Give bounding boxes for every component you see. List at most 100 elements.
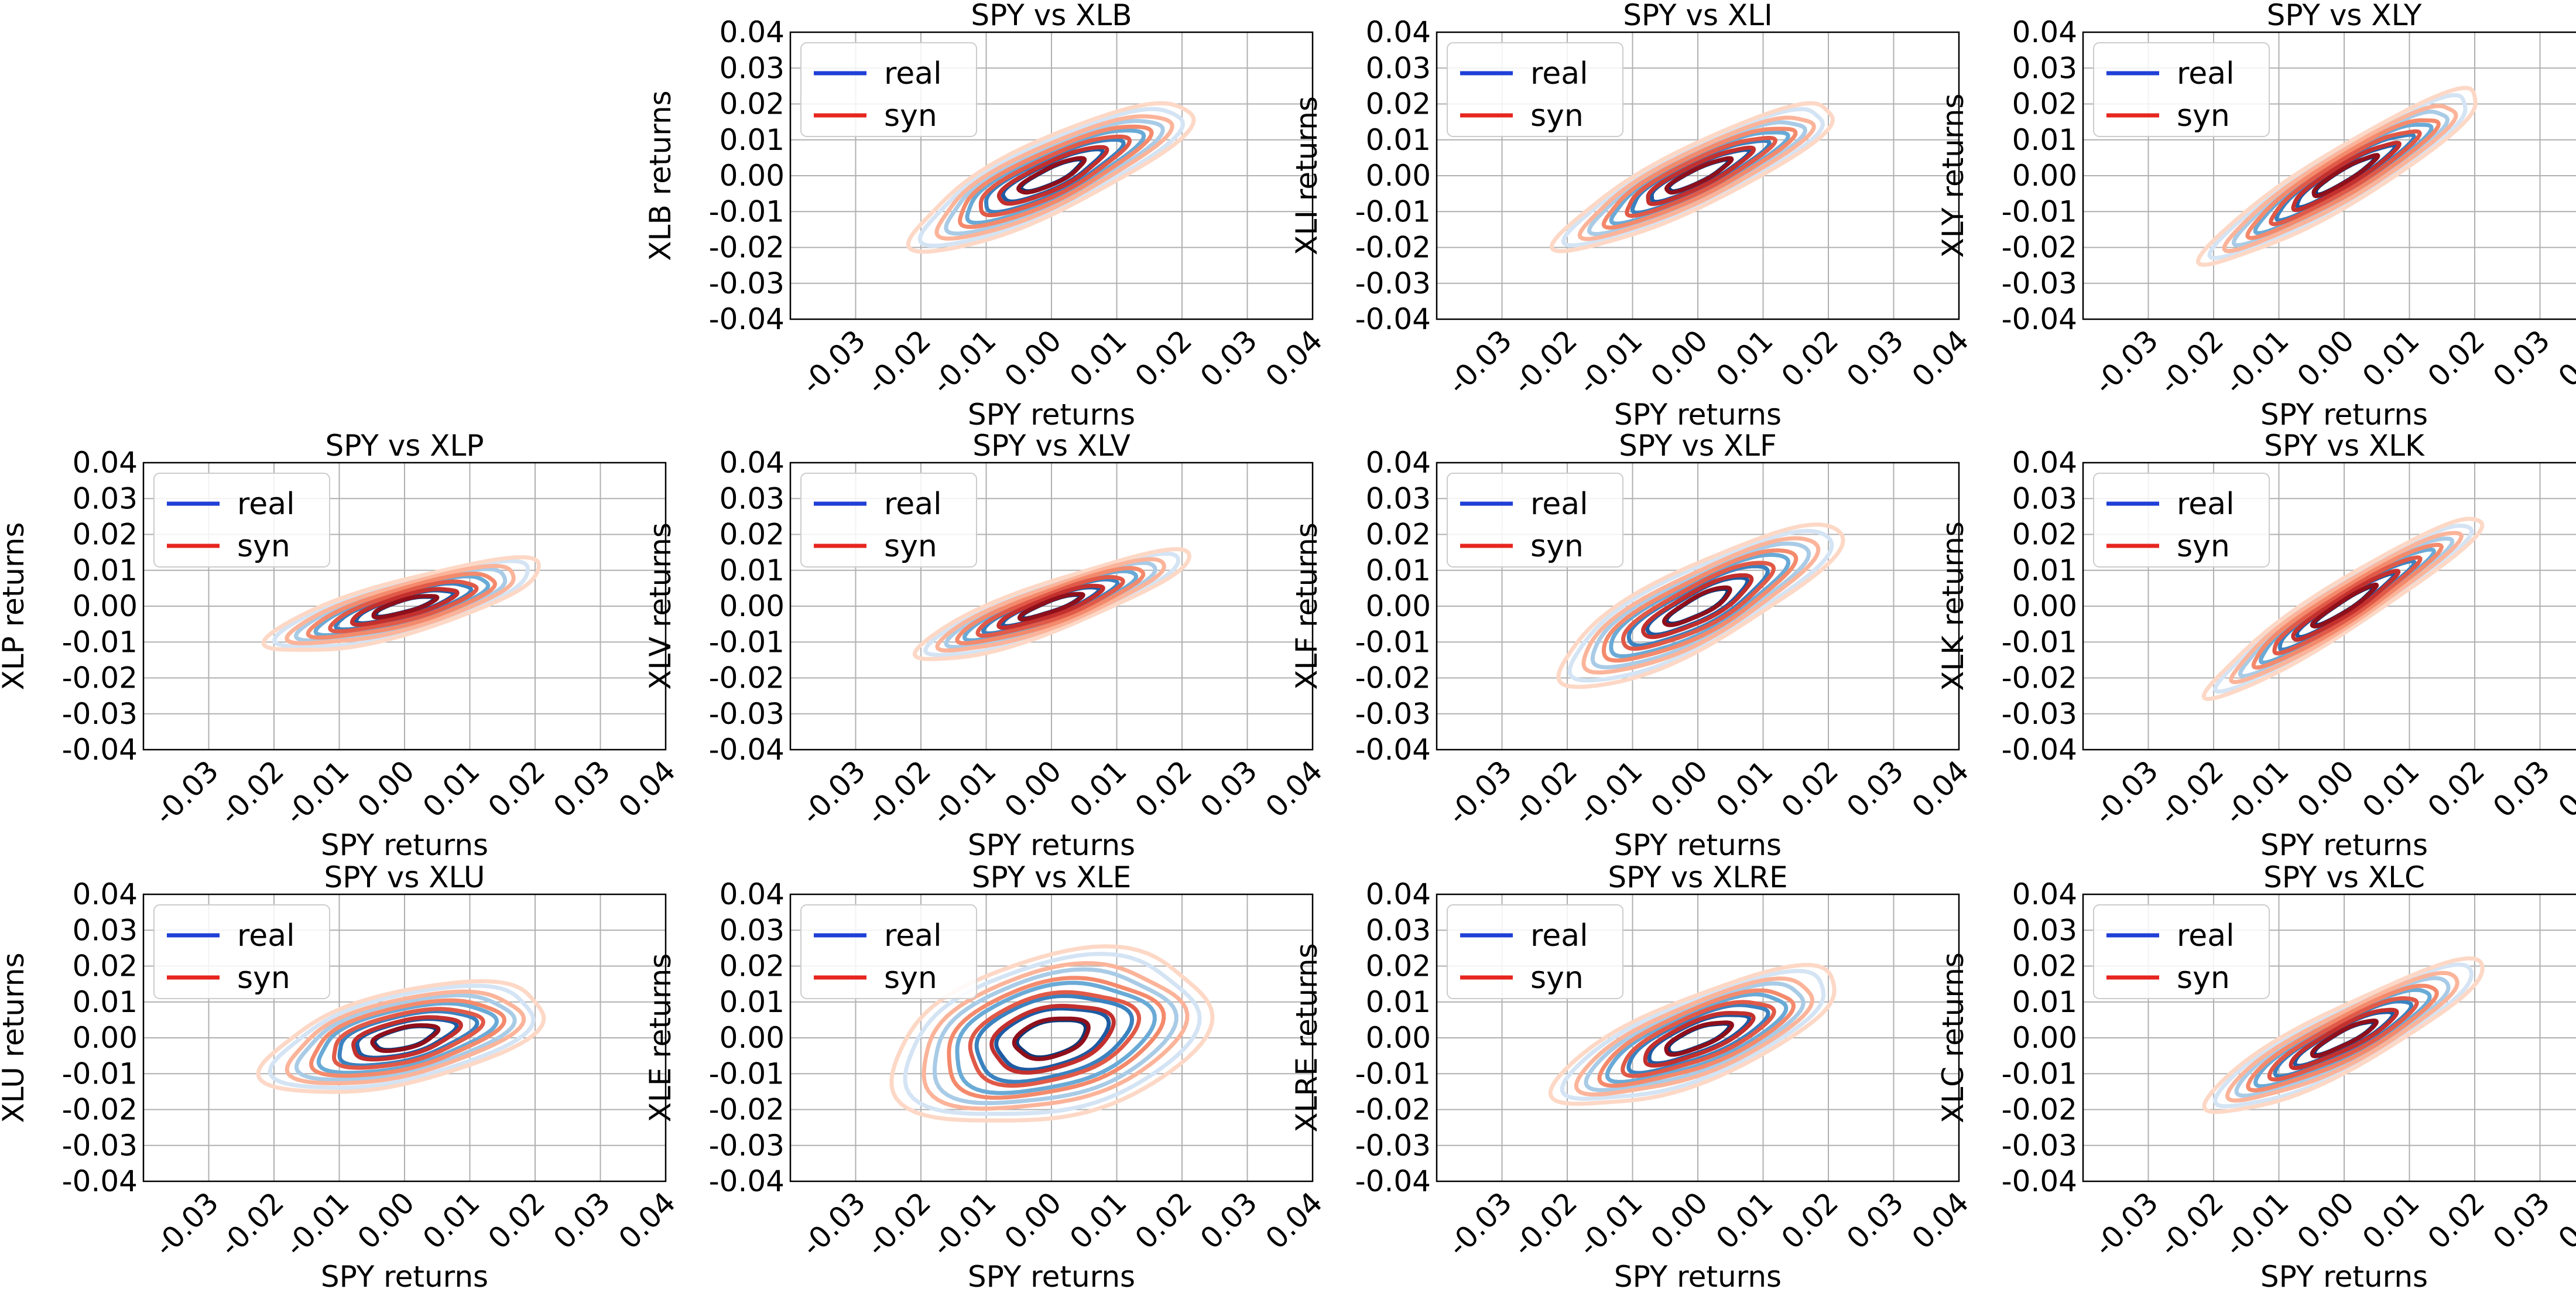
x-tick-label: 0.00 [2291, 323, 2361, 394]
syn-contour [989, 1003, 1116, 1075]
syn-contour [2311, 153, 2380, 199]
x-tick-label: -0.01 [278, 754, 355, 831]
x-tick-label: 0.04 [2552, 323, 2576, 394]
legend-box [1447, 904, 1623, 999]
x-tick-label: 0.02 [1129, 323, 1199, 394]
y-tick-label: -0.01 [2002, 625, 2077, 659]
y-tick-label: 0.01 [1366, 123, 1431, 157]
y-tick-label: 0.01 [73, 985, 138, 1019]
x-tick-label: 0.01 [416, 1185, 487, 1256]
x-tick-label: -0.02 [860, 323, 937, 401]
y-tick-label: -0.03 [1355, 697, 1431, 731]
panel-title: SPY vs XLI [1623, 0, 1773, 32]
syn-contour [370, 1023, 441, 1053]
y-tick-label: -0.01 [1355, 1057, 1431, 1091]
y-tick-label: -0.01 [1355, 194, 1431, 228]
x-tick-label: -0.03 [794, 1185, 872, 1263]
syn-contour [2267, 996, 2419, 1082]
legend-box [800, 42, 977, 137]
syn-contour [889, 944, 1215, 1123]
real-contour [917, 107, 1185, 248]
x-tick-label: -0.03 [148, 754, 225, 831]
y-tick-label: 0.04 [720, 446, 785, 480]
plot-frame [1436, 462, 1960, 751]
syn-contour [1646, 145, 1756, 206]
y-tick-label: 0.04 [2012, 877, 2077, 911]
legend: real syn [1447, 473, 1623, 568]
plot-frame [1436, 893, 1960, 1182]
y-tick-label: -0.02 [62, 661, 138, 695]
real-contour [294, 993, 517, 1082]
y-tick-label: 0.01 [720, 985, 785, 1019]
y-tick-label: 0.03 [2012, 913, 2077, 947]
x-tick-label: -0.01 [2218, 323, 2295, 401]
x-tick-label: 0.02 [2421, 1185, 2492, 1256]
syn-contour [2310, 1018, 2379, 1059]
y-tick-label: -0.04 [2002, 302, 2077, 336]
y-tick-label: 0.03 [2012, 51, 2077, 85]
panel-spy-vs-xlc: 0.040.030.020.010.00-0.01-0.02-0.03-0.04… [1936, 860, 2576, 1292]
contour-group [906, 101, 1196, 254]
x-tick-label: -0.01 [925, 1185, 1002, 1263]
syn-contour [1621, 560, 1776, 651]
y-tick-label: -0.01 [62, 625, 138, 659]
y-tick-label: 0.02 [2012, 518, 2077, 552]
x-tick-label: -0.01 [278, 1185, 355, 1263]
syn-contour [2291, 141, 2402, 213]
y-tick-label: -0.03 [709, 1129, 785, 1163]
y-tick-label: 0.00 [1366, 589, 1431, 623]
x-tick-label: 0.03 [2486, 1185, 2557, 1256]
syn-contour [1016, 156, 1087, 195]
contour-group [261, 555, 541, 652]
real-contour [1567, 528, 1834, 683]
y-tick-label: -0.02 [1355, 231, 1431, 265]
syn-contour [2272, 555, 2423, 656]
panel-title: SPY vs XLRE [1608, 860, 1787, 894]
syn-contour [309, 998, 507, 1078]
x-tick-label: 0.03 [547, 1185, 617, 1256]
x-axis-label: SPY returns [1614, 398, 1782, 432]
x-tick-label: -0.03 [1441, 1185, 1518, 1263]
panel-spy-vs-xlre: 0.040.030.020.010.00-0.01-0.02-0.03-0.04… [1290, 860, 1975, 1292]
syn-contour [2225, 970, 2459, 1103]
x-tick-label: -0.02 [2153, 1185, 2230, 1263]
syn-contour [1574, 976, 1814, 1097]
y-tick-label: -0.04 [62, 1164, 138, 1198]
y-tick-label: 0.01 [1366, 985, 1431, 1019]
legend-box [2093, 904, 2270, 999]
syn-contour [906, 101, 1196, 254]
y-tick-label: -0.04 [62, 733, 138, 767]
legend: real syn [153, 473, 330, 568]
x-tick-label: 0.02 [1775, 323, 1845, 394]
y-tick-label: -0.01 [62, 1057, 138, 1091]
x-tick-label: 0.04 [612, 754, 683, 824]
real-contour [1584, 981, 1806, 1092]
panel-title: SPY vs XLE [972, 860, 1131, 894]
x-axis-label: SPY returns [2260, 828, 2428, 862]
y-tick-label: -0.02 [62, 1093, 138, 1127]
x-tick-label: 0.03 [2486, 754, 2557, 824]
y-axis-label: XLV returns [643, 522, 677, 690]
x-axis-label: SPY returns [1614, 1260, 1782, 1292]
x-tick-label: 0.02 [2421, 754, 2492, 824]
plot-frame [789, 462, 1314, 751]
syn-contour [2289, 1007, 2399, 1071]
x-tick-label: -0.03 [2087, 754, 2164, 831]
y-tick-label: 0.03 [2012, 481, 2077, 515]
contour-group [1556, 522, 1845, 689]
x-tick-label: 0.03 [1840, 754, 1910, 824]
syn-contour [975, 575, 1125, 638]
real-contour [2207, 93, 2468, 261]
x-axis-label: SPY returns [968, 1260, 1135, 1292]
panel-title: SPY vs XLV [972, 429, 1131, 463]
plot-frame [2082, 893, 2576, 1182]
y-tick-label: 0.03 [1366, 51, 1431, 85]
legend: real syn [800, 904, 977, 999]
syn-contour [1664, 1020, 1734, 1057]
x-tick-label: 0.01 [1710, 754, 1780, 824]
real-contour [994, 1006, 1111, 1072]
x-tick-label: 0.04 [1259, 323, 1330, 394]
x-tick-label: 0.02 [1775, 754, 1845, 824]
x-tick-label: 0.02 [1775, 1185, 1845, 1256]
syn-contour [968, 990, 1142, 1088]
